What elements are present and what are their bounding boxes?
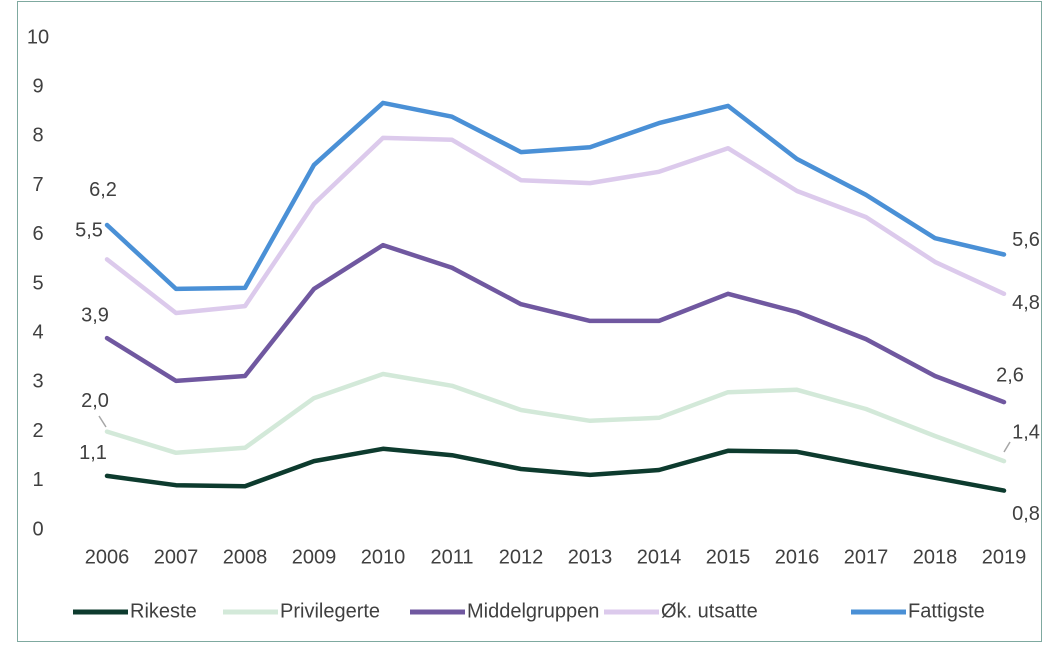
series-line [104, 242, 1007, 405]
x-tick-label: 2016 [775, 546, 820, 568]
y-tick-label: 8 [32, 125, 43, 147]
x-tick-label: 2007 [154, 546, 199, 568]
series-line [104, 100, 1007, 292]
y-tick-label: 6 [32, 223, 43, 245]
legend-label: Øk. utsatte [661, 600, 758, 622]
y-tick-label: 9 [32, 75, 43, 97]
x-tick-label: 2011 [430, 546, 473, 568]
legend-label: Middelgruppen [467, 600, 599, 622]
x-tick-label: 2014 [637, 546, 682, 568]
data-label: 6,2 [89, 179, 117, 201]
data-label: 1,4 [1012, 421, 1040, 443]
x-tick-label: 2017 [844, 546, 889, 568]
x-tick-label: 2013 [568, 546, 613, 568]
y-tick-label: 7 [32, 174, 43, 196]
x-tick-label: 2019 [982, 546, 1027, 568]
y-tick-label: 2 [32, 420, 43, 442]
data-label: 0,8 [1012, 503, 1040, 525]
data-label: 4,8 [1012, 292, 1040, 314]
leader-line [98, 415, 107, 428]
legend-label: Privilegerte [280, 600, 380, 622]
series-line [104, 371, 1007, 464]
y-tick-label: 5 [32, 272, 43, 294]
data-label: 3,9 [81, 304, 109, 326]
y-tick-label: 4 [32, 321, 43, 343]
y-tick-label: 3 [32, 371, 43, 393]
series-line [104, 446, 1007, 493]
x-tick-label: 2009 [292, 546, 337, 568]
x-tick-label: 2018 [913, 546, 958, 568]
data-label: 2,6 [996, 364, 1024, 386]
y-tick-label: 10 [27, 26, 49, 48]
x-tick-label: 2008 [223, 546, 268, 568]
x-tick-label: 2012 [499, 546, 544, 568]
x-tick-label: 2010 [361, 546, 406, 568]
x-tick-label: 2015 [706, 546, 751, 568]
y-tick-label: 1 [32, 469, 43, 491]
data-label: 5,5 [75, 220, 103, 242]
legend-label: Fattigste [908, 600, 985, 622]
leader-line [1003, 441, 1011, 453]
series-line [104, 135, 1007, 316]
data-label: 5,6 [1012, 229, 1040, 251]
data-label: 1,1 [79, 442, 107, 464]
data-label: 2,0 [81, 390, 109, 412]
y-tick-label: 0 [32, 518, 43, 540]
legend-label: Rikeste [130, 600, 197, 622]
x-tick-label: 2006 [85, 546, 130, 568]
chart-frame [17, 1, 1042, 642]
